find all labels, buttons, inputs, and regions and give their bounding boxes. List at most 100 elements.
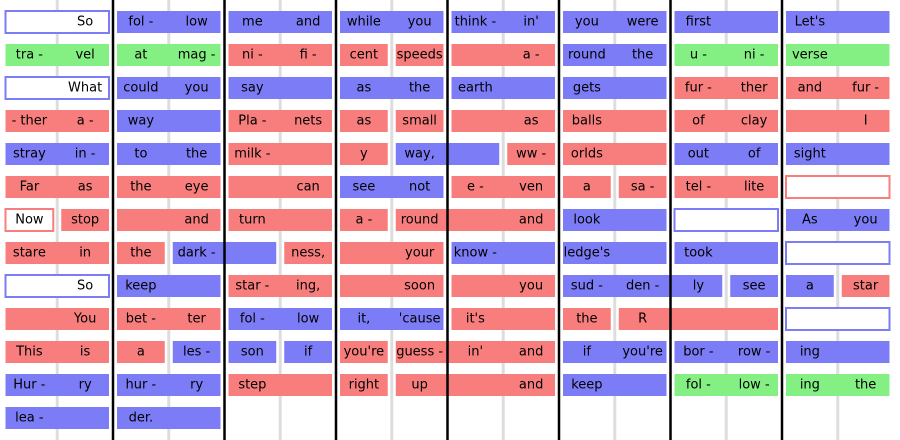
syllable: lea - xyxy=(15,411,44,426)
lyric-block xyxy=(117,242,165,264)
syllable: keep xyxy=(571,378,602,393)
syllable: ledge's xyxy=(564,246,611,261)
syllable: fi - xyxy=(300,48,317,63)
lyric-block xyxy=(786,77,890,99)
lyric-block xyxy=(786,143,890,165)
syllable: in' xyxy=(468,345,483,360)
syllable: way, xyxy=(404,147,434,162)
lyric-block xyxy=(395,209,555,231)
syllable: ni - xyxy=(242,48,263,63)
syllable: a - xyxy=(523,48,540,63)
lyric-block xyxy=(5,407,109,429)
syllable: fol - xyxy=(686,378,711,393)
syllable: see xyxy=(352,180,375,195)
syllable: star - xyxy=(235,279,269,294)
lyric-block xyxy=(228,110,332,132)
syllable: milk - xyxy=(234,147,271,162)
lyric-block xyxy=(674,341,778,363)
lyric-block xyxy=(117,143,221,165)
lyric-block xyxy=(786,341,890,363)
syllable: say xyxy=(241,81,264,96)
syllable: lite xyxy=(744,180,764,195)
lyric-block xyxy=(5,44,109,66)
lyric-block xyxy=(5,143,109,165)
lyric-block xyxy=(117,374,221,396)
lyric-block xyxy=(228,143,332,165)
lyric-block xyxy=(674,176,778,198)
syllable: Pla - xyxy=(238,114,267,129)
lyric-block xyxy=(451,44,555,66)
lyric-block xyxy=(5,308,109,330)
syllable: sight xyxy=(794,147,826,162)
syllable: ven xyxy=(519,180,543,195)
syllable: your xyxy=(405,246,435,261)
syllable: you xyxy=(575,15,599,30)
syllable: You xyxy=(73,312,96,327)
syllable: balls xyxy=(572,114,602,129)
syllable: as xyxy=(357,81,372,96)
lyric-block xyxy=(340,275,444,297)
lyric-block xyxy=(451,110,555,132)
lyric-block xyxy=(674,242,778,264)
lyric-block xyxy=(228,44,332,66)
syllable: mag - xyxy=(178,48,216,63)
syllable: took xyxy=(684,246,713,261)
lyric-block xyxy=(117,308,221,330)
syllable: the xyxy=(186,147,207,162)
syllable: ter xyxy=(187,312,206,327)
syllable: and xyxy=(296,15,320,30)
syllable: up xyxy=(411,378,428,393)
lyric-block xyxy=(451,11,555,33)
lyric-block xyxy=(117,176,221,198)
syllable: a - xyxy=(77,114,94,129)
lyric-block xyxy=(340,176,444,198)
syllable: you're xyxy=(622,345,663,360)
lyric-block xyxy=(228,308,332,330)
syllable: step xyxy=(238,378,266,393)
syllable: clay xyxy=(741,114,768,129)
syllable: fol - xyxy=(128,15,153,30)
lyric-block xyxy=(563,110,667,132)
syllable: at xyxy=(134,48,147,63)
syllable: it, xyxy=(357,312,370,327)
syllable: stare xyxy=(13,246,46,261)
lyric-block xyxy=(786,44,890,66)
lyric-block xyxy=(563,176,611,198)
lyric-block xyxy=(340,341,388,363)
syllable: round xyxy=(568,48,606,63)
lyric-block xyxy=(563,143,667,165)
lyric-block xyxy=(674,44,778,66)
lyric-block xyxy=(340,110,388,132)
syllable: you xyxy=(185,81,209,96)
syllable: bet - xyxy=(126,312,156,327)
syllable: tra - xyxy=(16,48,44,63)
syllable: a xyxy=(137,345,145,360)
syllable: you're xyxy=(344,345,385,360)
lyric-block xyxy=(618,308,778,330)
syllable: it's xyxy=(466,312,485,327)
syllable: and xyxy=(519,378,543,393)
lyric-block xyxy=(674,143,778,165)
lyric-block xyxy=(563,209,667,231)
syllable: if xyxy=(304,345,313,360)
beat-bars xyxy=(111,0,784,440)
syllable: you xyxy=(519,279,543,294)
syllable: way xyxy=(128,114,155,129)
lyric-block xyxy=(5,176,109,198)
lyric-block xyxy=(730,275,778,297)
syllable: ing, xyxy=(296,279,320,294)
syllable: were xyxy=(627,15,659,30)
lyric-block xyxy=(117,341,165,363)
lyric-block xyxy=(674,374,778,396)
syllable: tel - xyxy=(686,180,712,195)
syllable: As xyxy=(802,213,818,228)
lyric-block xyxy=(340,77,444,99)
lyric-block xyxy=(4,76,110,100)
syllable: fol - xyxy=(240,312,265,327)
syllable: row - xyxy=(738,345,771,360)
syllable: ther xyxy=(741,81,768,96)
lyric-block xyxy=(117,11,221,33)
syllable: low xyxy=(297,312,320,327)
syllable: fur - xyxy=(852,81,879,96)
lyric-block xyxy=(785,307,891,331)
